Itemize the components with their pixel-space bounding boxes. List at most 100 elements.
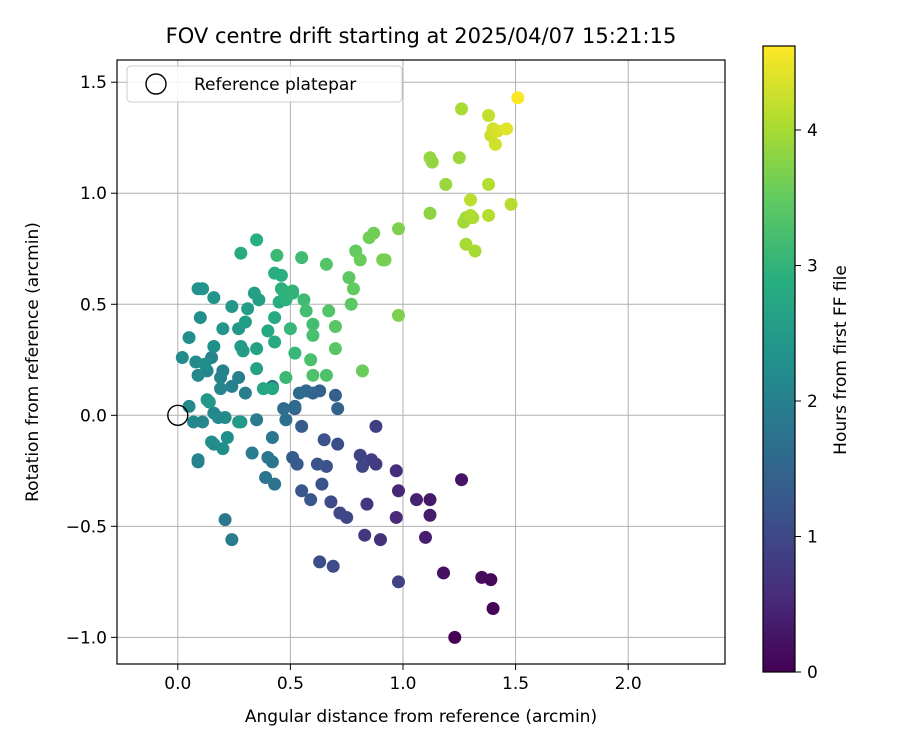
data-point [297, 293, 311, 307]
data-point [511, 91, 525, 105]
colorbar-tick-label: 2 [807, 392, 818, 412]
data-point [198, 357, 212, 371]
data-point [288, 346, 302, 360]
data-point [425, 155, 439, 169]
data-point [313, 555, 327, 569]
data-point [225, 533, 239, 547]
data-point [319, 257, 333, 271]
data-point [187, 415, 201, 429]
data-point [419, 530, 433, 544]
data-point [214, 371, 228, 385]
x-tick-label: 0.0 [164, 674, 191, 694]
data-point [304, 493, 318, 507]
data-point [326, 559, 340, 573]
colorbar-tick-label: 0 [807, 663, 818, 683]
data-point [423, 508, 437, 522]
data-point [358, 528, 372, 542]
data-point [306, 368, 320, 382]
data-point [482, 208, 496, 222]
data-point [391, 308, 405, 322]
y-tick-label: −0.5 [66, 517, 107, 537]
data-point [196, 415, 210, 429]
data-point [234, 339, 248, 353]
data-point [355, 364, 369, 378]
data-point [389, 510, 403, 524]
data-point [355, 459, 369, 473]
data-point [364, 453, 378, 467]
data-point [279, 413, 293, 427]
data-point [290, 457, 304, 471]
data-point [261, 450, 275, 464]
data-point [448, 630, 462, 644]
colorbar: 0 1 2 3 4 Hours from first FF file [762, 45, 851, 683]
data-point [193, 311, 207, 325]
data-point [452, 151, 466, 165]
data-point [202, 395, 216, 409]
data-point [353, 448, 367, 462]
data-point [277, 402, 291, 416]
data-point [205, 435, 219, 449]
data-point [268, 477, 282, 491]
data-point [225, 299, 239, 313]
data-point [182, 331, 196, 345]
y-tick-label: 0.5 [80, 295, 107, 315]
data-point [238, 315, 252, 329]
data-point [259, 470, 273, 484]
data-point [331, 437, 345, 451]
data-point [304, 353, 318, 367]
data-point [252, 293, 266, 307]
data-point [376, 253, 390, 267]
legend: Reference platepar [126, 65, 403, 103]
data-point [315, 477, 329, 491]
x-tick-label: 0.5 [277, 674, 304, 694]
data-point [328, 319, 342, 333]
data-point [220, 431, 234, 444]
legend-label-reference: Reference platepar [194, 75, 356, 95]
legend-marker-reference [145, 73, 167, 95]
data-point [344, 297, 358, 311]
data-point [486, 601, 500, 615]
y-axis-label: Rotation from reference (arcmin) [23, 222, 43, 502]
data-point [360, 497, 374, 511]
data-point [328, 388, 342, 402]
data-point [500, 122, 514, 136]
data-point [270, 248, 284, 262]
colorbar-tick-label: 1 [807, 528, 818, 548]
y-tick-label: −1.0 [66, 628, 107, 648]
data-point [274, 282, 288, 296]
colorbar-tick-label: 3 [807, 257, 818, 277]
data-point [216, 442, 230, 456]
data-point [306, 328, 320, 342]
data-point [391, 222, 405, 236]
data-point [455, 102, 469, 116]
data-point [331, 402, 345, 416]
data-point [346, 282, 360, 296]
data-point [191, 453, 205, 467]
data-point [218, 513, 232, 527]
data-point [265, 431, 279, 444]
data-point [288, 399, 302, 413]
data-point [268, 311, 282, 325]
data-point [367, 226, 381, 240]
data-point [423, 493, 437, 507]
y-tick-label: 0.0 [80, 406, 107, 426]
data-point [250, 413, 264, 427]
data-point [241, 302, 255, 316]
data-point [232, 371, 246, 385]
reference-point-marker [167, 404, 189, 426]
data-point [261, 324, 275, 338]
data-point [283, 322, 297, 336]
x-axis-ticks: 0.0 0.5 1.0 1.5 2.0 [164, 664, 642, 694]
plot-frame [116, 59, 726, 665]
data-point [306, 317, 320, 331]
data-point [232, 415, 246, 429]
x-tick-label: 1.5 [502, 674, 529, 694]
data-point [468, 244, 482, 258]
data-point [475, 570, 489, 584]
data-point [250, 233, 264, 247]
x-tick-label: 1.0 [389, 674, 416, 694]
data-point [279, 371, 293, 385]
data-point [391, 575, 405, 589]
data-point [322, 304, 336, 318]
data-point [191, 368, 205, 382]
